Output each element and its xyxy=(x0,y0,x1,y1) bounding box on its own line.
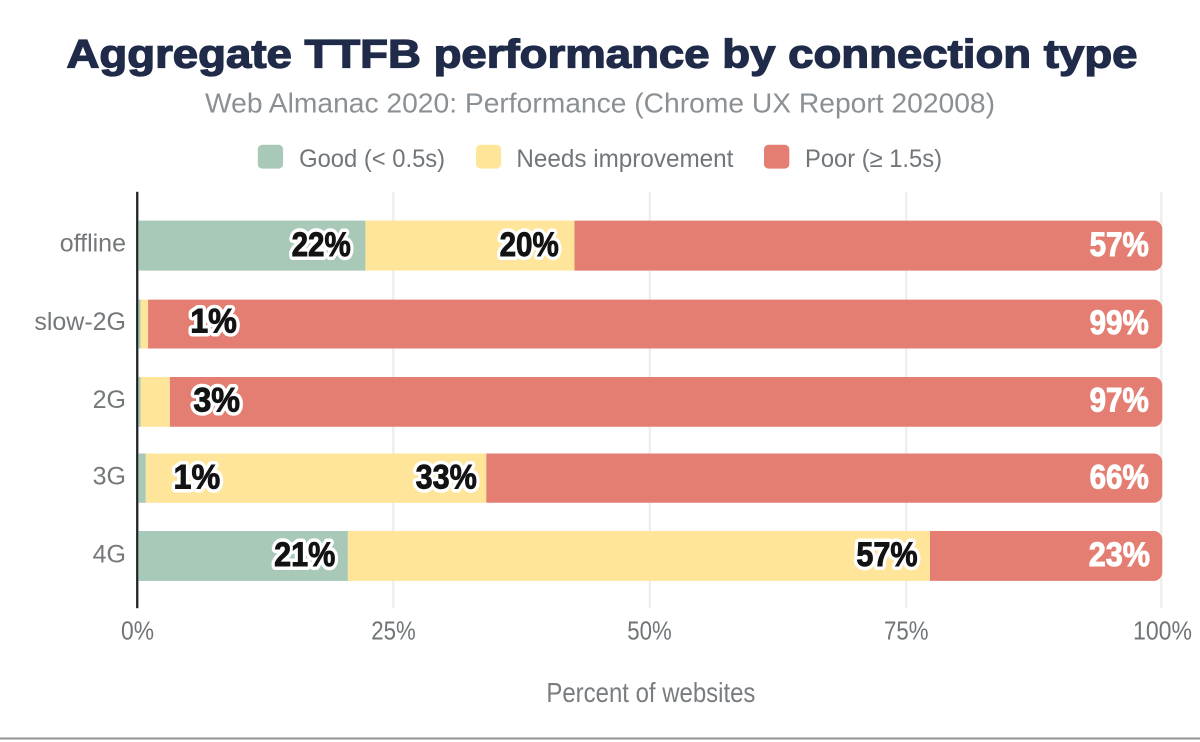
svg-text:2G: 2G xyxy=(93,386,126,414)
svg-text:97%: 97% xyxy=(1090,381,1149,419)
svg-text:3%: 3% xyxy=(193,382,240,420)
svg-text:22%: 22% xyxy=(292,225,351,263)
svg-text:21%: 21% xyxy=(274,536,335,574)
svg-text:25%: 25% xyxy=(371,616,416,646)
svg-text:Percent of websites: Percent of websites xyxy=(546,677,755,708)
svg-text:57%: 57% xyxy=(856,536,917,574)
svg-text:99%: 99% xyxy=(1090,303,1149,341)
svg-text:21%: 21% xyxy=(274,536,335,574)
svg-text:33%: 33% xyxy=(416,458,477,496)
svg-text:Good (< 0.5s): Good (< 0.5s) xyxy=(299,145,445,173)
svg-text:75%: 75% xyxy=(884,616,929,646)
svg-text:slow-2G: slow-2G xyxy=(34,308,126,336)
svg-text:1%: 1% xyxy=(190,303,237,341)
svg-text:4G: 4G xyxy=(93,540,126,568)
svg-text:1%: 1% xyxy=(174,459,221,497)
svg-text:57%: 57% xyxy=(856,536,917,574)
svg-text:100%: 100% xyxy=(1133,616,1192,646)
svg-text:Aggregate TTFB performance by: Aggregate TTFB performance by connection… xyxy=(67,33,1138,77)
svg-text:57%: 57% xyxy=(1090,225,1149,263)
svg-text:offline: offline xyxy=(60,230,126,258)
svg-text:3%: 3% xyxy=(193,382,240,420)
svg-text:33%: 33% xyxy=(416,458,477,496)
svg-text:Poor (≥ 1.5s): Poor (≥ 1.5s) xyxy=(805,145,942,173)
svg-text:23%: 23% xyxy=(1089,536,1150,574)
svg-text:50%: 50% xyxy=(627,616,672,646)
svg-text:20%: 20% xyxy=(500,225,559,263)
svg-text:3G: 3G xyxy=(93,462,126,490)
svg-text:Web Almanac 2020: Performance: Web Almanac 2020: Performance (Chrome UX… xyxy=(205,87,995,118)
svg-text:66%: 66% xyxy=(1090,457,1149,495)
svg-text:0%: 0% xyxy=(121,616,154,646)
svg-text:22%: 22% xyxy=(292,225,351,263)
svg-text:1%: 1% xyxy=(190,303,237,341)
svg-text:20%: 20% xyxy=(500,225,559,263)
svg-text:Needs improvement: Needs improvement xyxy=(516,145,733,173)
svg-text:1%: 1% xyxy=(174,459,221,497)
